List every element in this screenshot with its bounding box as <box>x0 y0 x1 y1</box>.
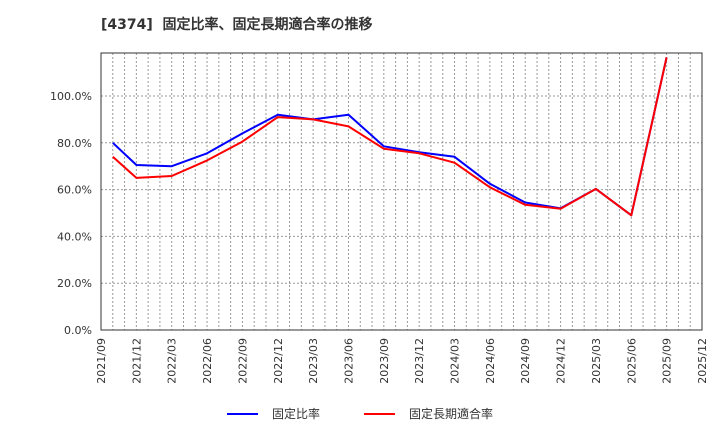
x-tick-label: 2021/09 <box>95 338 108 384</box>
chart-title: [4374] 固定比率、固定長期適合率の推移 <box>101 17 373 33</box>
series-fixed-ratio <box>112 57 668 217</box>
legend-swatch-red <box>364 412 395 415</box>
x-tick-label: 2022/06 <box>201 338 214 384</box>
data-series <box>112 57 668 217</box>
x-tick-label: 2024/06 <box>484 338 497 384</box>
x-tick-label: 2022/12 <box>272 338 285 384</box>
y-tick-label: 0.0% <box>64 324 92 337</box>
x-tick-label: 2024/03 <box>449 338 462 384</box>
series-fixed-long-term-ratio <box>112 57 668 217</box>
legend-swatch-blue <box>226 412 258 415</box>
x-tick-label: 2024/12 <box>555 338 568 384</box>
y-tick-label: 60.0% <box>57 184 92 197</box>
x-tick-label: 2023/12 <box>413 338 426 384</box>
x-tick-label: 2025/03 <box>590 338 603 384</box>
x-tick-label: 2025/12 <box>696 338 709 384</box>
x-tick-label: 2024/09 <box>519 338 532 384</box>
y-tick-label: 20.0% <box>57 277 92 290</box>
x-tick-label: 2023/09 <box>378 338 391 384</box>
y-axis-labels: 0.0% 20.0% 40.0% 60.0% 80.0% 100.0% <box>50 90 92 337</box>
x-tick-label: 2023/06 <box>342 338 355 384</box>
x-tick-label: 2025/09 <box>661 338 674 384</box>
axes <box>100 52 703 331</box>
legend: 固定比率 固定長期適合率 <box>0 405 720 422</box>
legend-label: 固定長期適合率 <box>409 407 494 421</box>
x-tick-label: 2021/12 <box>130 338 143 384</box>
y-tick-label: 80.0% <box>57 137 92 150</box>
x-tick-label: 2022/09 <box>236 338 249 384</box>
legend-label: 固定比率 <box>271 407 320 421</box>
x-tick-label: 2022/03 <box>166 338 179 384</box>
legend-item-fixed-long-term-ratio: 固定長期適合率 <box>364 405 493 422</box>
y-tick-label: 40.0% <box>57 230 92 243</box>
x-axis-labels: 2021/09 2021/12 2022/03 2022/06 2022/09 2022/… <box>95 338 709 384</box>
legend-item-fixed-ratio: 固定比率 <box>226 405 320 422</box>
x-tick-label: 2023/03 <box>307 338 320 384</box>
grid-lines <box>101 53 702 330</box>
x-tick-label: 2025/06 <box>625 338 638 384</box>
y-tick-label: 100.0% <box>50 90 92 103</box>
